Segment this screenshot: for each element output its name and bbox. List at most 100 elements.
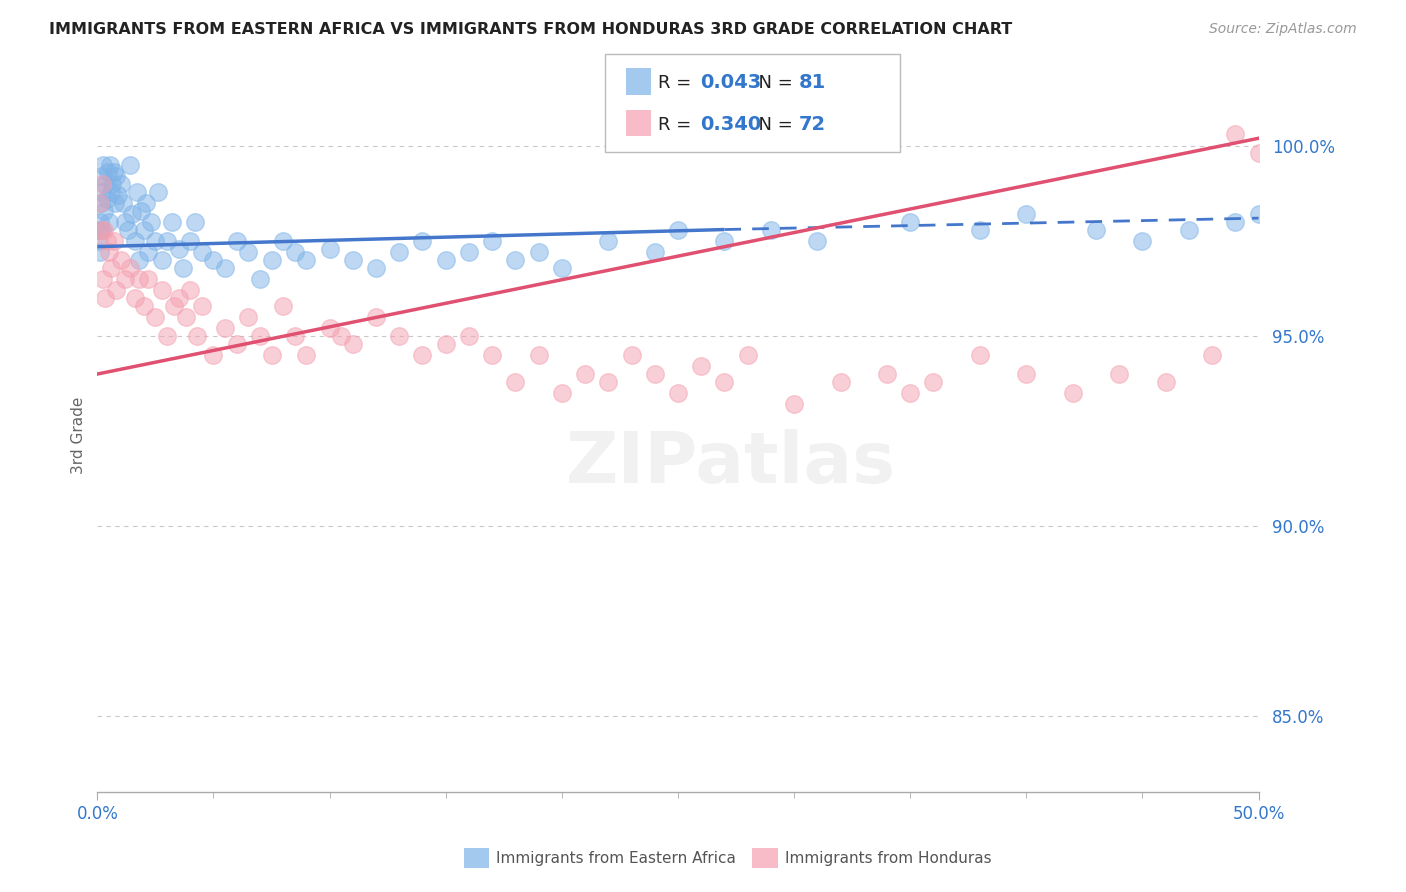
Point xyxy=(505,375,527,389)
Point xyxy=(598,375,620,389)
Point xyxy=(388,245,411,260)
Point xyxy=(1015,207,1038,221)
Text: 0.043: 0.043 xyxy=(700,73,762,93)
Point xyxy=(104,284,127,298)
Point xyxy=(100,185,122,199)
Point xyxy=(191,245,214,260)
Point xyxy=(114,215,136,229)
Point xyxy=(284,245,307,260)
Text: R =: R = xyxy=(658,74,697,92)
Point xyxy=(238,245,260,260)
Point xyxy=(131,203,153,218)
Point xyxy=(110,177,132,191)
Text: N =: N = xyxy=(747,74,799,92)
Point xyxy=(1364,222,1386,236)
Point xyxy=(104,195,127,210)
Point xyxy=(1317,195,1340,210)
Point xyxy=(91,185,114,199)
Point xyxy=(342,252,364,267)
Point xyxy=(388,329,411,343)
Point xyxy=(271,234,294,248)
Point xyxy=(551,260,574,275)
Point xyxy=(160,215,183,229)
Point xyxy=(89,215,111,229)
Point xyxy=(89,245,111,260)
Point xyxy=(91,169,114,184)
Point xyxy=(93,203,115,218)
Point xyxy=(132,299,155,313)
Point xyxy=(97,215,120,229)
Point xyxy=(93,222,115,236)
Point xyxy=(156,329,179,343)
Point xyxy=(551,386,574,401)
Point xyxy=(330,329,353,343)
Point xyxy=(90,222,112,236)
Point xyxy=(163,299,186,313)
Point xyxy=(1085,222,1108,236)
Point xyxy=(342,336,364,351)
Point xyxy=(87,222,110,236)
Point xyxy=(150,252,173,267)
Point xyxy=(156,234,179,248)
Point xyxy=(214,321,236,335)
Point xyxy=(89,195,111,210)
Point xyxy=(238,310,260,324)
Point xyxy=(186,329,208,343)
Point xyxy=(138,245,160,260)
Point xyxy=(101,177,124,191)
Point xyxy=(125,185,148,199)
Point xyxy=(107,188,129,202)
Point xyxy=(666,386,689,401)
Point xyxy=(118,260,141,275)
Point xyxy=(644,367,666,381)
Point xyxy=(1201,348,1223,362)
Point xyxy=(318,321,340,335)
Text: IMMIGRANTS FROM EASTERN AFRICA VS IMMIGRANTS FROM HONDURAS 3RD GRADE CORRELATION: IMMIGRANTS FROM EASTERN AFRICA VS IMMIGR… xyxy=(49,22,1012,37)
Point xyxy=(598,234,620,248)
Point xyxy=(969,348,991,362)
Point xyxy=(830,375,852,389)
Point xyxy=(1062,386,1084,401)
Point xyxy=(1294,252,1316,267)
Point xyxy=(527,245,550,260)
Point xyxy=(318,242,340,256)
Point xyxy=(225,336,247,351)
Point xyxy=(91,177,114,191)
Point xyxy=(806,234,828,248)
Point xyxy=(295,348,318,362)
Y-axis label: 3rd Grade: 3rd Grade xyxy=(72,396,86,474)
Point xyxy=(574,367,596,381)
Point xyxy=(94,291,117,305)
Text: Source: ZipAtlas.com: Source: ZipAtlas.com xyxy=(1209,22,1357,37)
Point xyxy=(124,291,146,305)
Point xyxy=(271,299,294,313)
Point xyxy=(783,397,806,411)
Point xyxy=(1225,128,1247,142)
Point xyxy=(969,222,991,236)
Point xyxy=(644,245,666,260)
Point xyxy=(922,375,945,389)
Point xyxy=(1015,367,1038,381)
Point xyxy=(121,207,143,221)
Point xyxy=(759,222,782,236)
Point xyxy=(481,348,503,362)
Point xyxy=(89,234,111,248)
Point xyxy=(434,252,457,267)
Text: R =: R = xyxy=(658,116,697,134)
Point xyxy=(202,348,225,362)
Point xyxy=(167,242,190,256)
Point xyxy=(1225,215,1247,229)
Point xyxy=(96,234,118,248)
Point xyxy=(364,260,387,275)
Point xyxy=(737,348,759,362)
Point xyxy=(128,272,150,286)
Point xyxy=(620,348,643,362)
Text: N =: N = xyxy=(747,116,799,134)
Point xyxy=(1132,234,1154,248)
Point xyxy=(202,252,225,267)
Point xyxy=(666,222,689,236)
Point xyxy=(138,272,160,286)
Point xyxy=(1108,367,1130,381)
Point xyxy=(1271,169,1294,184)
Point xyxy=(898,386,921,401)
